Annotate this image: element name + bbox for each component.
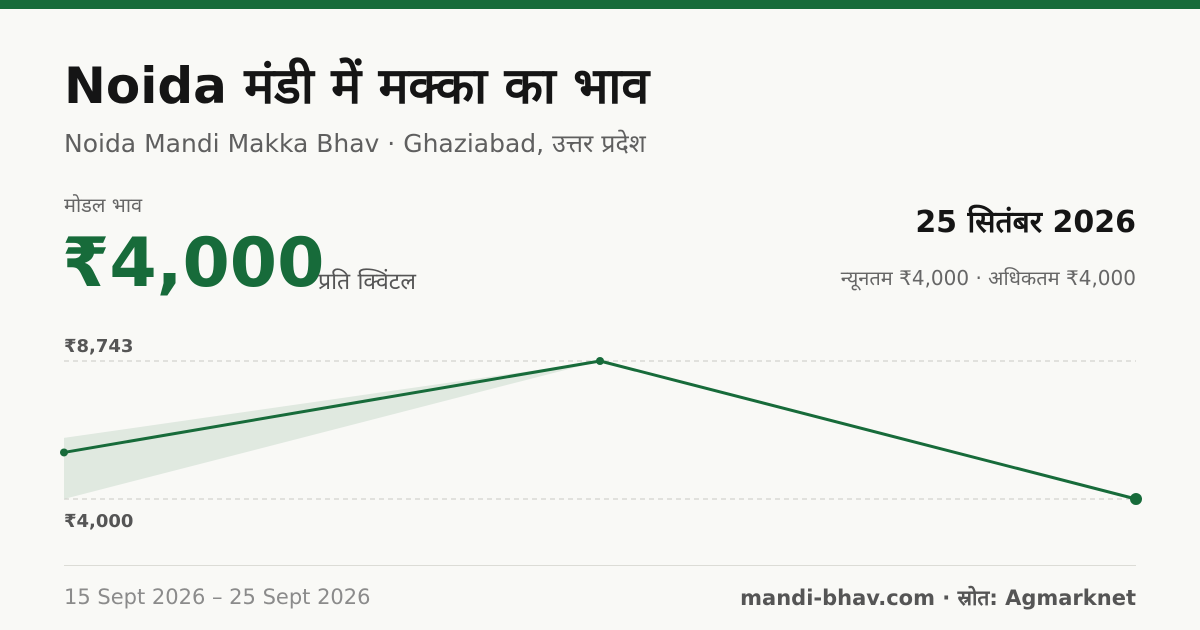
top-accent-bar xyxy=(0,0,1200,9)
data-point-1 xyxy=(60,448,68,457)
data-point-3 xyxy=(1130,493,1142,505)
source-credit: mandi-bhav.com · स्रोत: Agmarknet xyxy=(740,586,1136,610)
y-tick-label-min: ₹4,000 xyxy=(64,511,133,532)
footer-divider xyxy=(64,565,1136,566)
min-max-price: न्यूनतम ₹4,000 · अधिकतम ₹4,000 xyxy=(840,266,1136,290)
modal-price-value: ₹4,000 xyxy=(62,224,325,303)
y-tick-label-max: ₹8,743 xyxy=(64,336,133,357)
page-subtitle: Noida Mandi Makka Bhav · Ghaziabad, उत्त… xyxy=(64,129,646,158)
modal-price-label: मोडल भाव xyxy=(64,193,143,217)
page-title: Noida मंडी में मक्का का भाव xyxy=(64,57,650,115)
date-range: 15 Sept 2026 – 25 Sept 2026 xyxy=(64,585,371,609)
price-chart: ₹8,743 ₹4,000 xyxy=(60,336,1142,532)
data-point-2 xyxy=(596,357,604,365)
price-range-band xyxy=(64,361,600,499)
price-date: 25 सितंबर 2026 xyxy=(915,205,1136,240)
price-unit: प्रति क्विंटल xyxy=(318,269,416,295)
